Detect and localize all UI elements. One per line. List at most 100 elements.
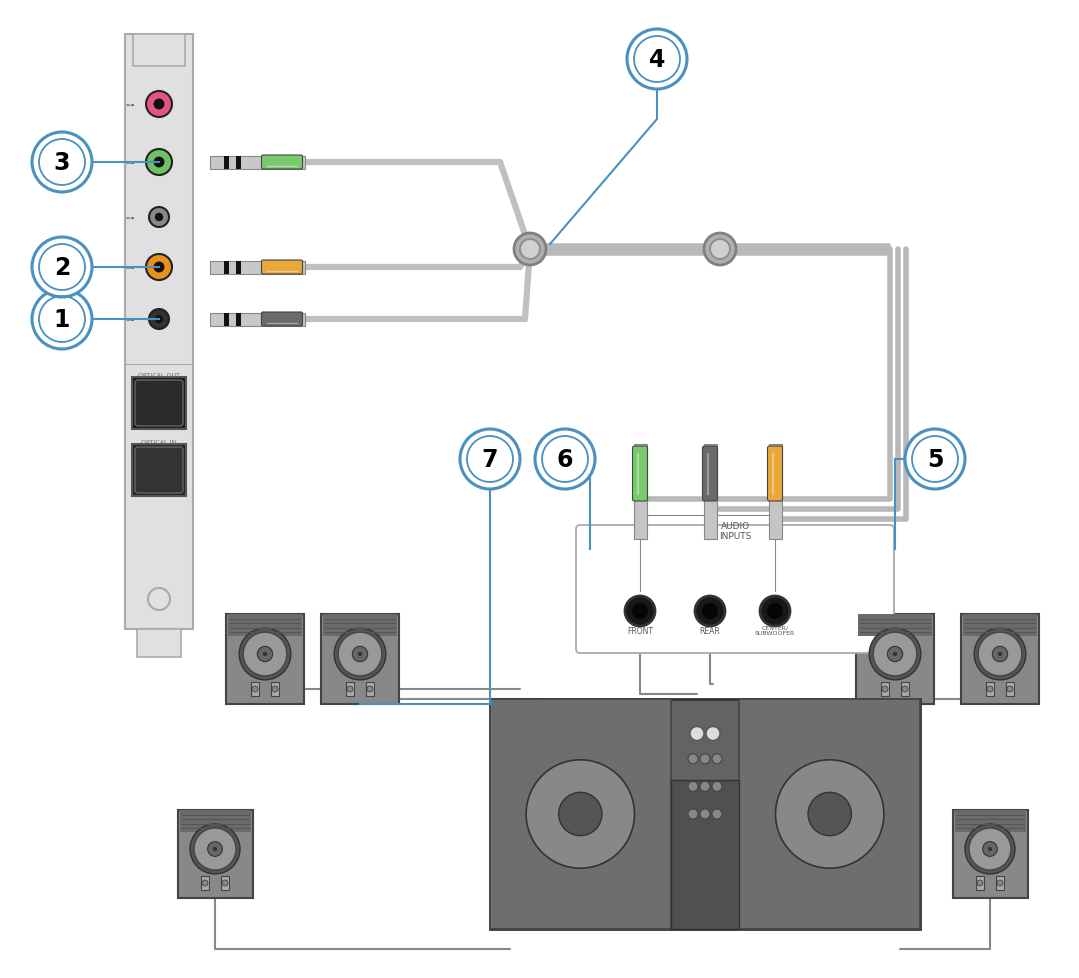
Circle shape [213, 847, 217, 851]
Circle shape [625, 597, 655, 626]
FancyBboxPatch shape [767, 447, 782, 502]
Circle shape [760, 597, 790, 626]
FancyBboxPatch shape [768, 465, 781, 469]
Circle shape [149, 310, 169, 330]
FancyBboxPatch shape [132, 445, 186, 497]
Circle shape [153, 100, 164, 111]
Circle shape [559, 792, 602, 836]
Circle shape [712, 809, 722, 820]
FancyBboxPatch shape [880, 683, 889, 696]
FancyBboxPatch shape [137, 630, 181, 657]
Circle shape [688, 754, 698, 764]
Circle shape [202, 880, 208, 886]
Circle shape [190, 824, 240, 874]
FancyBboxPatch shape [178, 810, 252, 898]
FancyBboxPatch shape [901, 683, 909, 696]
Circle shape [367, 687, 373, 692]
FancyBboxPatch shape [671, 779, 739, 929]
Circle shape [632, 603, 648, 619]
Circle shape [710, 240, 730, 260]
FancyBboxPatch shape [224, 313, 229, 327]
Circle shape [700, 754, 710, 764]
FancyBboxPatch shape [228, 614, 302, 637]
Circle shape [207, 842, 222, 857]
Circle shape [32, 133, 92, 193]
FancyBboxPatch shape [576, 525, 894, 653]
Text: FRONT: FRONT [627, 626, 653, 636]
Circle shape [993, 646, 1008, 662]
Circle shape [976, 880, 983, 886]
Circle shape [712, 754, 722, 764]
Circle shape [1007, 687, 1013, 692]
Circle shape [194, 828, 236, 870]
Circle shape [873, 633, 917, 676]
FancyBboxPatch shape [135, 380, 183, 426]
FancyBboxPatch shape [125, 35, 193, 630]
FancyBboxPatch shape [856, 614, 934, 704]
FancyBboxPatch shape [986, 683, 994, 696]
FancyBboxPatch shape [768, 479, 781, 484]
Circle shape [146, 254, 172, 281]
FancyBboxPatch shape [210, 261, 305, 274]
Circle shape [263, 652, 268, 656]
Circle shape [776, 760, 884, 868]
Circle shape [695, 597, 725, 626]
Circle shape [974, 629, 1026, 680]
Text: 7: 7 [481, 448, 498, 471]
FancyBboxPatch shape [962, 614, 1037, 637]
Circle shape [272, 687, 278, 692]
Text: ⊶: ⊶ [126, 315, 134, 324]
FancyBboxPatch shape [226, 614, 304, 704]
Text: REAR: REAR [699, 626, 721, 636]
Circle shape [905, 429, 965, 490]
Text: OPTICAL OUT: OPTICAL OUT [138, 373, 180, 378]
Circle shape [998, 652, 1002, 656]
Circle shape [222, 880, 228, 886]
Circle shape [514, 234, 546, 266]
Circle shape [706, 727, 720, 740]
Circle shape [965, 824, 1015, 874]
FancyBboxPatch shape [704, 445, 716, 540]
FancyBboxPatch shape [320, 614, 399, 704]
FancyBboxPatch shape [210, 156, 305, 169]
Circle shape [700, 809, 710, 820]
FancyBboxPatch shape [976, 876, 984, 890]
Circle shape [460, 429, 520, 490]
Text: 3: 3 [54, 151, 70, 175]
Circle shape [146, 92, 172, 118]
Circle shape [243, 633, 287, 676]
Circle shape [154, 316, 163, 324]
Circle shape [987, 687, 993, 692]
FancyBboxPatch shape [633, 465, 646, 469]
Circle shape [252, 687, 258, 692]
FancyBboxPatch shape [996, 876, 1003, 890]
FancyBboxPatch shape [221, 876, 229, 890]
Circle shape [689, 727, 704, 740]
Circle shape [154, 213, 163, 222]
Text: ⊶: ⊶ [126, 263, 134, 272]
Circle shape [767, 603, 783, 619]
Circle shape [988, 847, 992, 851]
Circle shape [983, 842, 997, 857]
FancyBboxPatch shape [201, 876, 209, 890]
Circle shape [527, 760, 634, 868]
Circle shape [334, 629, 386, 680]
FancyBboxPatch shape [261, 156, 302, 170]
FancyBboxPatch shape [346, 683, 354, 696]
FancyBboxPatch shape [261, 261, 302, 275]
Circle shape [358, 652, 363, 656]
FancyBboxPatch shape [224, 156, 229, 169]
Circle shape [627, 30, 687, 90]
Circle shape [32, 289, 92, 350]
Circle shape [700, 781, 710, 791]
FancyBboxPatch shape [702, 447, 718, 502]
FancyBboxPatch shape [323, 614, 397, 637]
FancyBboxPatch shape [490, 699, 920, 929]
FancyBboxPatch shape [224, 261, 229, 274]
Text: 4: 4 [648, 48, 665, 72]
Circle shape [146, 150, 172, 176]
FancyBboxPatch shape [236, 156, 241, 169]
FancyBboxPatch shape [179, 810, 250, 832]
Circle shape [892, 652, 897, 656]
FancyBboxPatch shape [633, 479, 646, 484]
